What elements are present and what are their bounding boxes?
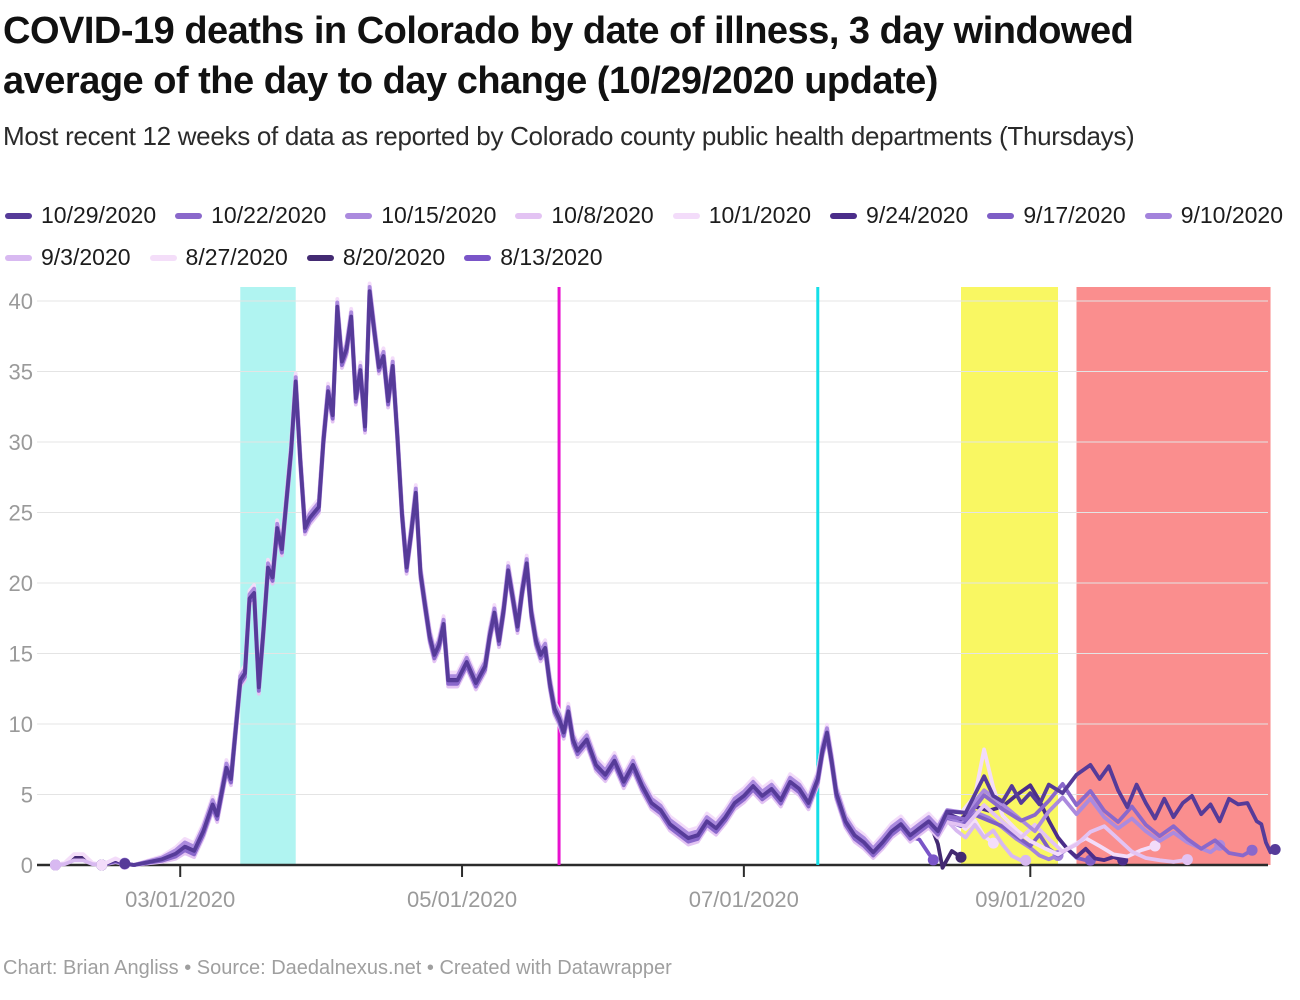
legend-label: 8/20/2020 bbox=[342, 244, 446, 270]
legend-swatch bbox=[515, 212, 543, 219]
legend-swatch bbox=[830, 212, 858, 219]
legend-label: 10/22/2020 bbox=[211, 202, 327, 228]
legend-item-9-10-2020[interactable]: 9/10/2020 bbox=[1144, 202, 1284, 229]
y-axis-label-5: 5 bbox=[21, 783, 33, 808]
series-end-dot-10-8-2020 bbox=[1181, 854, 1193, 866]
chart-title-line2: average of the day to day change (10/29/… bbox=[3, 60, 938, 102]
legend-item-8-27-2020[interactable]: 8/27/2020 bbox=[149, 244, 288, 271]
legend-label: 9/10/2020 bbox=[1180, 202, 1284, 228]
series-end-dot-8-13-2020 bbox=[927, 854, 939, 866]
legend-label: 8/13/2020 bbox=[500, 244, 603, 270]
series-end-dot-8-20-2020 bbox=[955, 851, 967, 863]
chart-title: COVID-19 deaths in Colorado by date of i… bbox=[3, 6, 1283, 106]
legend-item-10-1-2020[interactable]: 10/1/2020 bbox=[672, 202, 812, 229]
legend-swatch bbox=[306, 254, 334, 261]
series-start-dot-9-3-2020 bbox=[49, 859, 61, 871]
chart-plot-area: 0 5 10 15 20 25 30 35 40 03/01/2020 05/01/2020 07/0… bbox=[9, 281, 1281, 912]
chart-title-line1: COVID-19 deaths in Colorado by date of i… bbox=[3, 10, 1134, 52]
series-end-dot-10-29-2020 bbox=[1269, 843, 1281, 855]
legend-label: 10/8/2020 bbox=[551, 202, 654, 228]
legend-item-10-22-2020[interactable]: 10/22/2020 bbox=[175, 202, 326, 229]
legend-label: 10/15/2020 bbox=[381, 202, 497, 228]
legend: 10/29/2020 10/22/2020 10/15/2020 10/8/2020 1… bbox=[5, 202, 1290, 271]
series-line-9-3-2020[interactable] bbox=[53, 294, 1028, 867]
series-end-dot-9-3-2020 bbox=[1020, 854, 1032, 866]
legend-label: 9/3/2020 bbox=[41, 244, 131, 270]
series-line-10-29-2020[interactable] bbox=[122, 289, 1278, 867]
series-line-8-13-2020[interactable] bbox=[53, 290, 936, 867]
y-axis-label-40: 40 bbox=[9, 289, 33, 314]
legend-item-10-29-2020[interactable]: 10/29/2020 bbox=[5, 202, 156, 229]
x-axis-label: 07/01/2020 bbox=[689, 887, 799, 912]
legend-swatch bbox=[5, 254, 32, 261]
legend-item-10-15-2020[interactable]: 10/15/2020 bbox=[345, 202, 496, 229]
legend-item-9-24-2020[interactable]: 9/24/2020 bbox=[830, 202, 968, 229]
y-axis-label-0: 0 bbox=[21, 853, 33, 878]
chart-subtitle: Most recent 12 weeks of data as reported… bbox=[3, 121, 1135, 151]
legend-swatch bbox=[149, 254, 177, 261]
legend-swatch bbox=[345, 212, 373, 219]
legend-label: 9/24/2020 bbox=[866, 202, 969, 228]
legend-item-8-13-2020[interactable]: 8/13/2020 bbox=[464, 244, 603, 271]
legend-swatch bbox=[175, 212, 203, 219]
legend-label: 10/1/2020 bbox=[708, 202, 812, 228]
series-start-dot-10-1-2020 bbox=[96, 859, 108, 871]
legend-item-10-8-2020[interactable]: 10/8/2020 bbox=[515, 202, 654, 229]
legend-swatch bbox=[1144, 212, 1172, 219]
x-axis-label: 09/01/2020 bbox=[975, 887, 1085, 912]
legend-swatch bbox=[987, 212, 1015, 219]
series-start-dot-10-29-2020 bbox=[119, 858, 131, 870]
x-axis-label: 03/01/2020 bbox=[125, 887, 235, 912]
legend-label: 9/17/2020 bbox=[1023, 202, 1126, 228]
legend-swatch bbox=[464, 254, 492, 261]
legend-swatch bbox=[5, 212, 32, 219]
legend-label: 10/29/2020 bbox=[41, 202, 157, 228]
y-axis-label-10: 10 bbox=[9, 712, 33, 737]
yellow-highlight-band bbox=[961, 287, 1059, 865]
legend-swatch bbox=[672, 212, 700, 219]
legend-item-9-17-2020[interactable]: 9/17/2020 bbox=[987, 202, 1126, 229]
y-axis-label-30: 30 bbox=[9, 430, 33, 455]
red-highlight-band bbox=[1076, 287, 1271, 865]
series-end-dot-8-27-2020 bbox=[987, 837, 999, 849]
y-axis-label-35: 35 bbox=[9, 360, 33, 385]
legend-label: 8/27/2020 bbox=[185, 244, 288, 270]
x-axis-label: 05/01/2020 bbox=[407, 887, 517, 912]
series-end-dot-10-22-2020 bbox=[1246, 844, 1258, 856]
y-axis-label-15: 15 bbox=[9, 642, 33, 667]
y-axis-label-25: 25 bbox=[9, 501, 33, 526]
legend-item-9-3-2020[interactable]: 9/3/2020 bbox=[5, 244, 131, 271]
series-end-dot-10-1-2020 bbox=[1149, 840, 1161, 852]
y-axis-label-20: 20 bbox=[9, 571, 33, 596]
attribution-footer: Chart: Brian Angliss • Source: Daedalnex… bbox=[3, 957, 672, 979]
legend-item-8-20-2020[interactable]: 8/20/2020 bbox=[306, 244, 446, 271]
